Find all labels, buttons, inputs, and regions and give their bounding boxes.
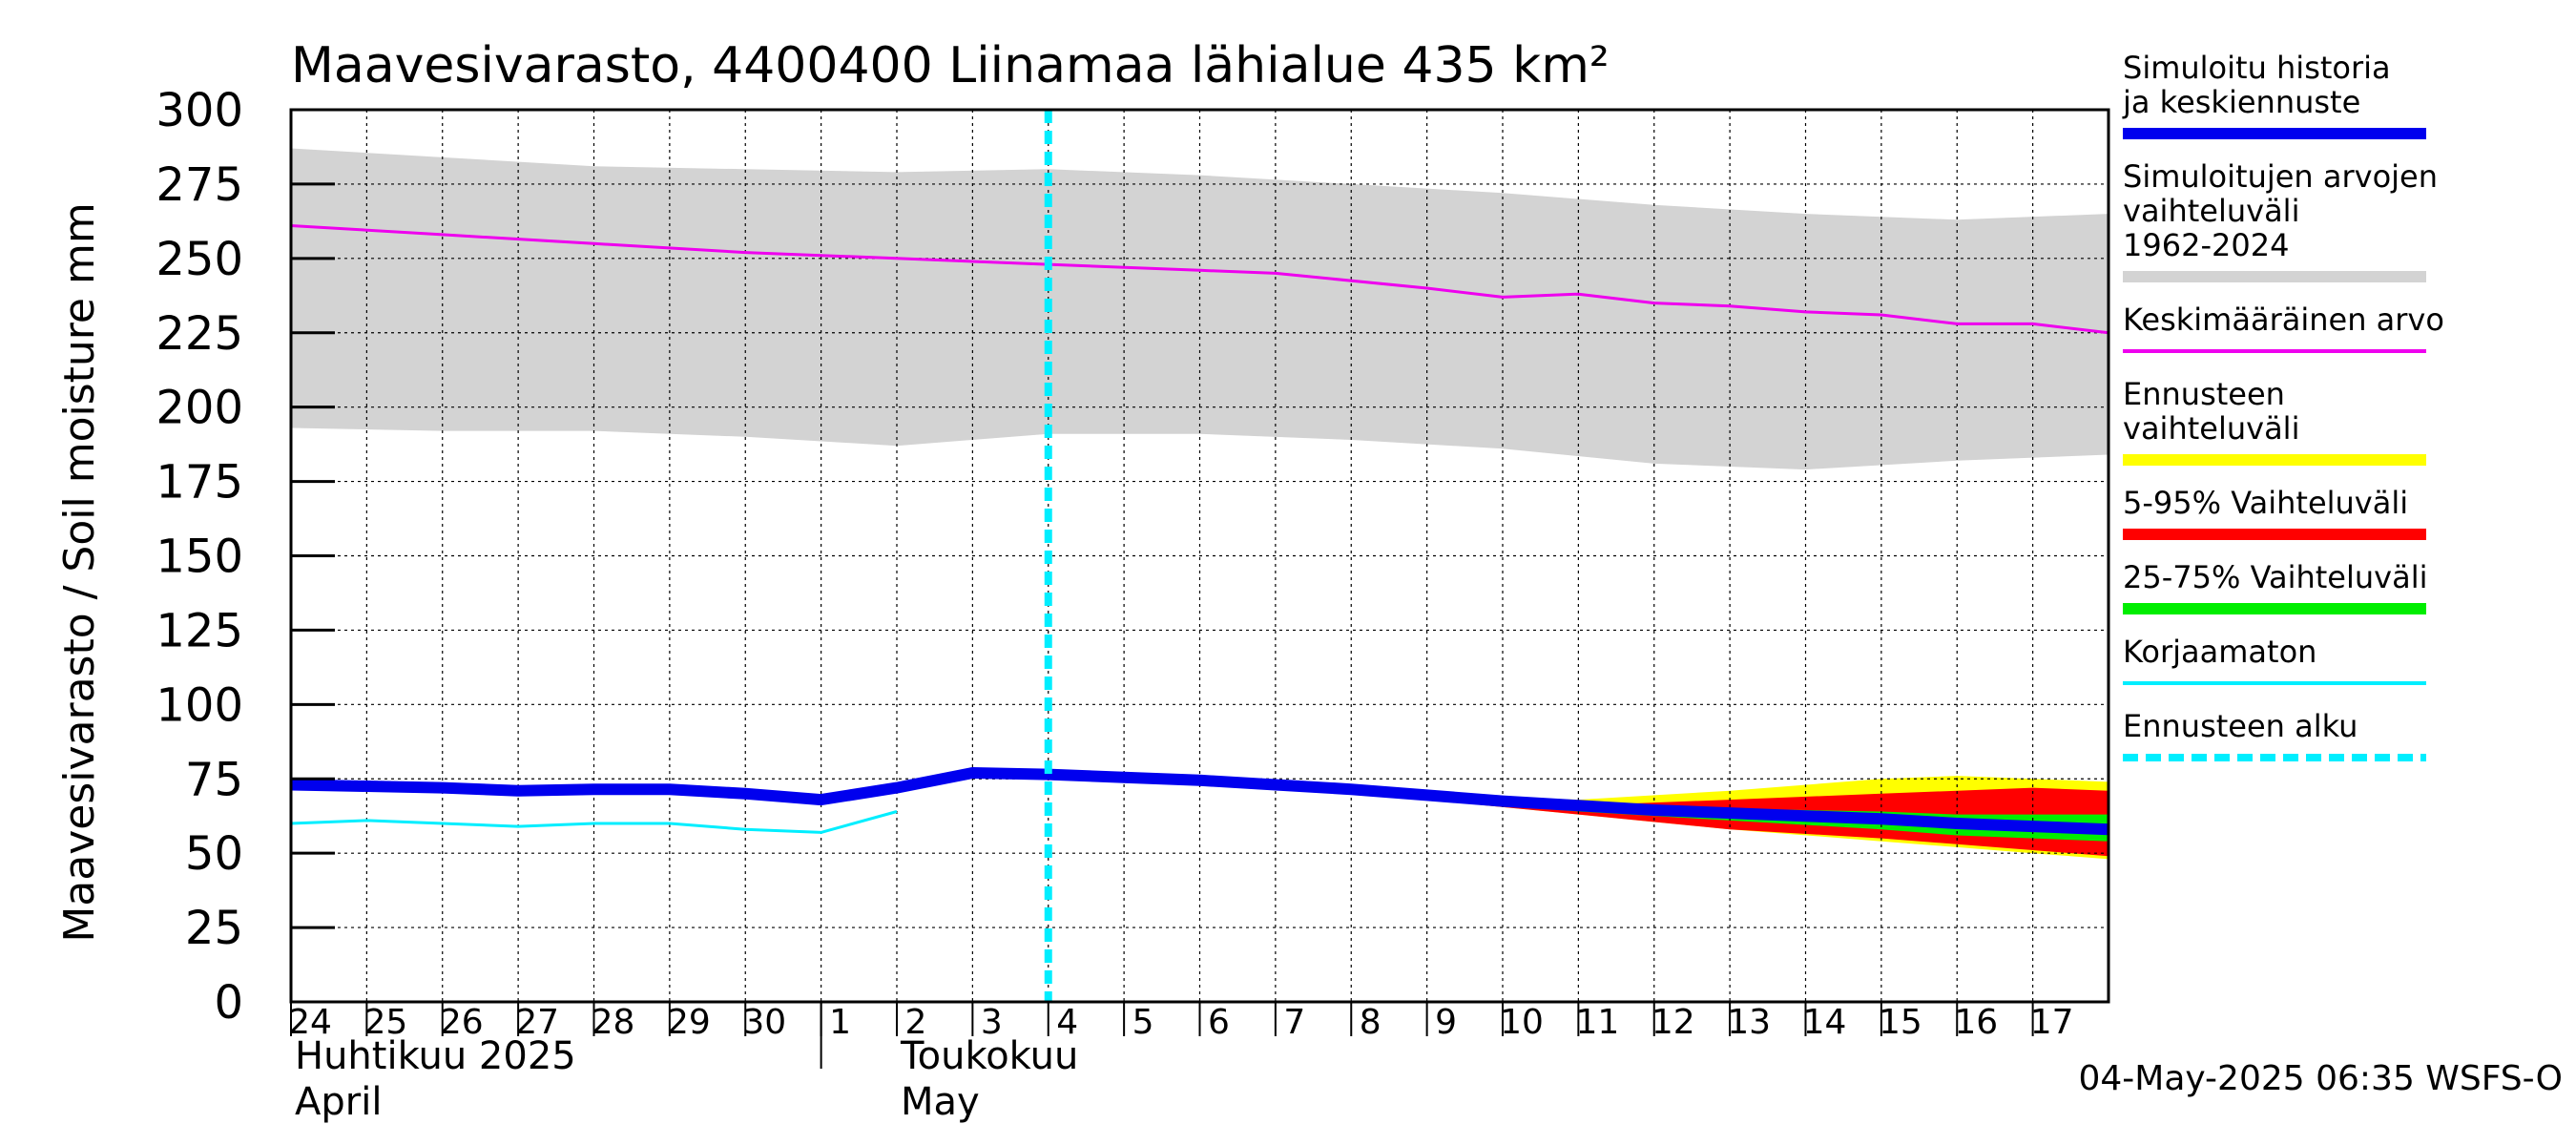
x-tick-label: 25 (364, 1003, 407, 1042)
x-tick-label: 5 (1132, 1003, 1154, 1042)
x-tick-label: 11 (1575, 1003, 1619, 1042)
x-tick-label: 16 (1954, 1003, 1998, 1042)
legend-label: vaihteluväli (2123, 193, 2299, 229)
legend-label: Simuloitu historia (2123, 50, 2391, 86)
x-tick-label: 6 (1208, 1003, 1230, 1042)
x-tick-label: 3 (981, 1003, 1003, 1042)
footer-timestamp: 04-May-2025 06:35 WSFS-O (2078, 1059, 2563, 1098)
legend-label: 25-75% Vaihteluväli (2123, 559, 2427, 595)
legend-item-keskim-r-inen-arvo: Keskimääräinen arvo (2123, 302, 2444, 353)
x-tick-label: 12 (1652, 1003, 1695, 1042)
x-tick-label: 8 (1360, 1003, 1381, 1042)
x-tick-label: 10 (1500, 1003, 1544, 1042)
legend-label: 1962-2024 (2123, 227, 2289, 263)
x-tick-label: 15 (1879, 1003, 1922, 1042)
legend-label: vaihteluväli (2123, 410, 2299, 447)
month-label-english: April (295, 1080, 382, 1124)
x-tick-label: 2 (905, 1003, 927, 1042)
month-label-english: May (901, 1080, 980, 1124)
legend-item-25-75-vaihteluv-li: 25-75% Vaihteluväli (2123, 559, 2427, 614)
legend-label: ja keskiennuste (2122, 84, 2360, 120)
legend-label: Korjaamaton (2123, 634, 2316, 670)
x-tick-label: 29 (667, 1003, 711, 1042)
y-tick-label: 0 (214, 976, 243, 1030)
x-tick-label: 27 (515, 1003, 559, 1042)
series-line-korjaamaton (290, 810, 898, 834)
y-tick-label: 25 (185, 902, 243, 955)
legend-item-simuloitujen-arvojen-vaihteluv-li-1962-2024: Simuloitujen arvojenvaihteluväli1962-202… (2123, 158, 2438, 282)
x-tick-label: 30 (742, 1003, 786, 1042)
legend-label: Ennusteen alku (2123, 708, 2358, 744)
x-axis: 24 25 26 27 28 29 30 1 2 3 4 5 6 7 8 9 10 11 12 13 14 15 16 17H… (288, 1002, 2074, 1124)
x-tick-label: 4 (1056, 1003, 1078, 1042)
y-tick-label: 200 (156, 382, 243, 435)
legend-label: Keskimääräinen arvo (2123, 302, 2444, 338)
y-tick-label: 225 (156, 307, 243, 361)
band-simuloitujen-arvojen-vaihteluv-li-1962-2024 (291, 148, 2109, 470)
y-tick-label: 250 (156, 233, 243, 286)
y-tick-label: 75 (185, 753, 243, 806)
series-line-keskim-r-inen-arvo (290, 224, 2109, 335)
legend-item-5-95-vaihteluv-li: 5-95% Vaihteluväli (2123, 485, 2426, 540)
y-tick-label: 275 (156, 158, 243, 212)
y-tick-label: 300 (156, 84, 243, 137)
legend-item-korjaamaton: Korjaamaton (2123, 634, 2426, 685)
legend-label: 5-95% Vaihteluväli (2123, 485, 2408, 521)
y-tick-label: 150 (156, 531, 243, 584)
y-tick-label: 100 (156, 678, 243, 732)
y-axis-label: Maavesivarasto / Soil moisture mm (55, 202, 104, 942)
y-tick-label: 50 (185, 827, 243, 881)
grid (291, 110, 2109, 1002)
x-tick-label: 7 (1283, 1003, 1305, 1042)
series-line-simuloitu-historia-ja-keskiennuste (290, 767, 2109, 836)
month-label: Toukokuu (900, 1034, 1078, 1078)
legend-label: Simuloitujen arvojen (2123, 158, 2438, 195)
x-tick-label: 17 (2030, 1003, 2074, 1042)
y-tick-label: 175 (156, 456, 243, 510)
x-tick-label: 1 (829, 1003, 851, 1042)
legend-label: Ennusteen (2123, 376, 2285, 412)
x-tick-label: 9 (1435, 1003, 1457, 1042)
chart-title: Maavesivarasto, 4400400 Liinamaa lähialu… (291, 37, 1610, 94)
x-tick-label: 13 (1727, 1003, 1771, 1042)
legend-item-ennusteen-alku: Ennusteen alku (2123, 708, 2426, 761)
y-axis: 0 25 50 75 100 125 150 175 200 225 250 275 300 (156, 84, 335, 1030)
x-tick-label: 26 (440, 1003, 484, 1042)
x-tick-label: 28 (592, 1003, 635, 1042)
month-label: Huhtikuu 2025 (295, 1034, 576, 1078)
x-tick-label: 14 (1803, 1003, 1847, 1042)
x-tick-label: 24 (288, 1003, 332, 1042)
y-tick-label: 125 (156, 604, 243, 657)
